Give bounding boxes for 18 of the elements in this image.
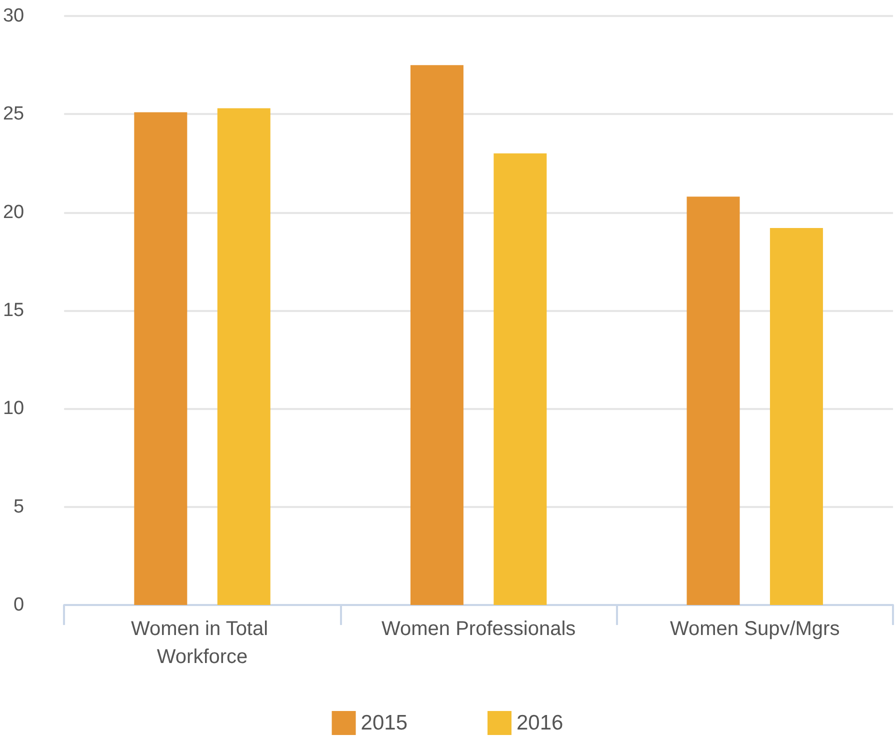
y-tick-label: 15 [2, 300, 24, 321]
bar [410, 65, 464, 605]
bar [134, 112, 188, 605]
bar [217, 108, 270, 605]
x-tick-label: Women Supv/Mgrs [670, 618, 840, 640]
bar [686, 196, 740, 605]
bar [770, 228, 823, 605]
y-tick-label: 20 [2, 202, 24, 223]
x-tick-label: Women in Total Workforce [130, 618, 274, 668]
y-tick-label: 10 [2, 398, 24, 420]
y-tick-label: 0 [14, 594, 24, 616]
legend-label: 2016 [516, 712, 564, 734]
y-tick-label: 5 [14, 496, 24, 518]
x-tick-label: Women Professionals [381, 618, 576, 640]
y-tick-label: 25 [2, 104, 24, 125]
bar [494, 153, 547, 605]
y-tick-label: 30 [2, 6, 24, 26]
legend-label: 2015 [360, 712, 408, 734]
